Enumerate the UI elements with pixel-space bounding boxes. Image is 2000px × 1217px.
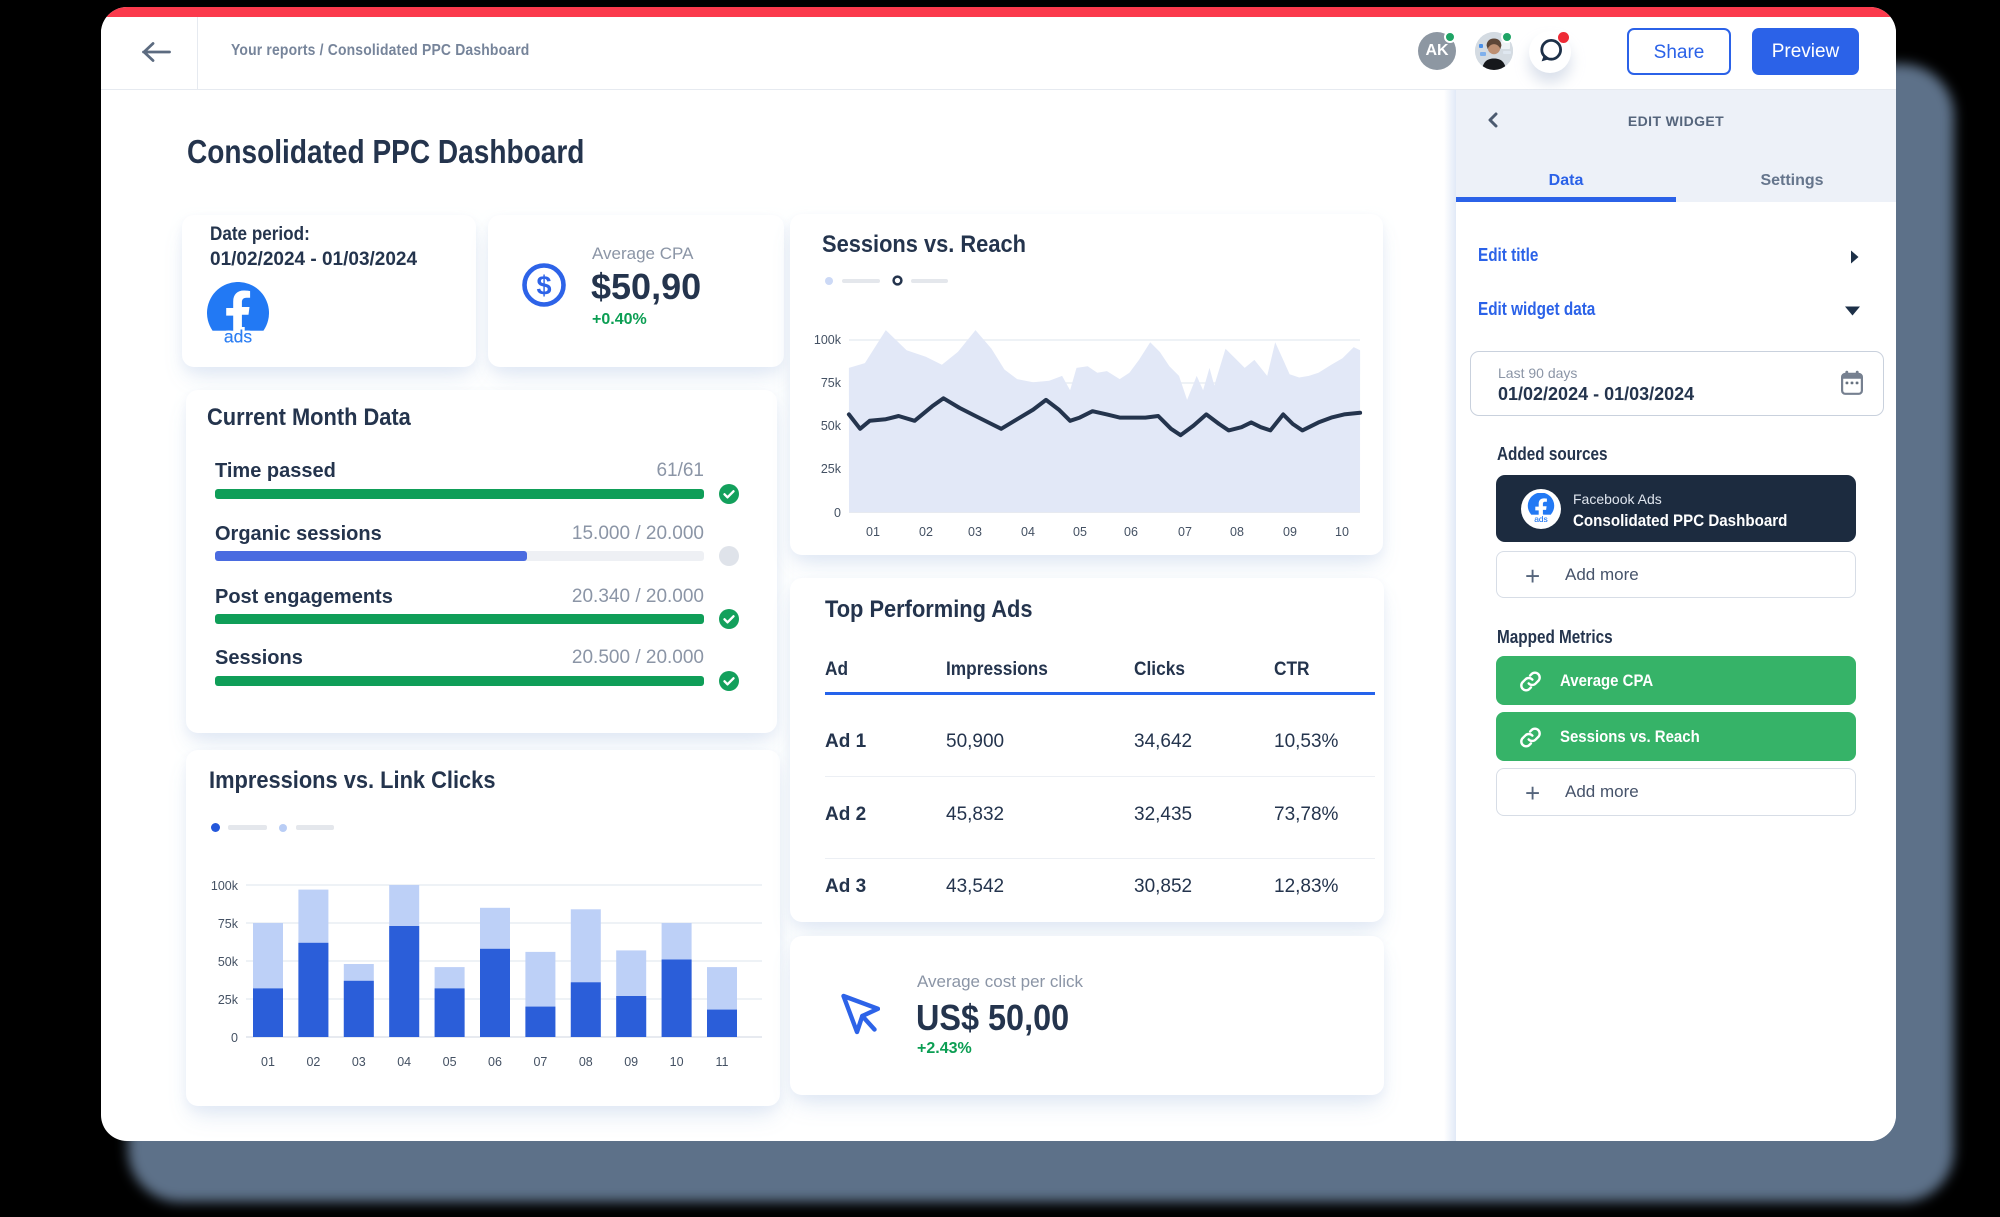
svg-text:ads: ads <box>224 327 252 347</box>
svg-text:05: 05 <box>443 1055 457 1069</box>
svg-text:11: 11 <box>716 1055 729 1069</box>
svg-text:03: 03 <box>968 525 982 539</box>
svg-text:02: 02 <box>919 525 933 539</box>
svg-text:25k: 25k <box>218 993 239 1007</box>
svg-text:06: 06 <box>488 1055 502 1069</box>
svg-text:0: 0 <box>231 1031 238 1045</box>
svg-text:25k: 25k <box>821 462 842 476</box>
svg-text:09: 09 <box>1283 525 1297 539</box>
svg-text:08: 08 <box>579 1055 593 1069</box>
svg-text:ads: ads <box>1534 514 1548 524</box>
svg-text:09: 09 <box>624 1055 638 1069</box>
svg-text:05: 05 <box>1073 525 1087 539</box>
svg-text:10: 10 <box>1335 525 1349 539</box>
svg-text:75k: 75k <box>218 917 239 931</box>
svg-text:02: 02 <box>306 1055 320 1069</box>
svg-text:04: 04 <box>397 1055 411 1069</box>
svg-text:ads: ads <box>224 327 252 347</box>
svg-text:04: 04 <box>1021 525 1035 539</box>
svg-text:50k: 50k <box>821 419 842 433</box>
svg-text:08: 08 <box>1230 525 1244 539</box>
svg-text:50k: 50k <box>218 955 239 969</box>
svg-text:$: $ <box>536 271 551 301</box>
svg-text:75k: 75k <box>821 376 842 390</box>
svg-text:ads: ads <box>1534 514 1548 524</box>
svg-text:01: 01 <box>261 1055 275 1069</box>
svg-text:06: 06 <box>1124 525 1138 539</box>
svg-text:10: 10 <box>670 1055 684 1069</box>
svg-text:07: 07 <box>1178 525 1192 539</box>
svg-text:100k: 100k <box>211 879 239 893</box>
svg-text:03: 03 <box>352 1055 366 1069</box>
svg-text:07: 07 <box>533 1055 547 1069</box>
svg-text:0: 0 <box>834 506 841 520</box>
svg-text:100k: 100k <box>814 333 842 347</box>
svg-text:01: 01 <box>866 525 880 539</box>
